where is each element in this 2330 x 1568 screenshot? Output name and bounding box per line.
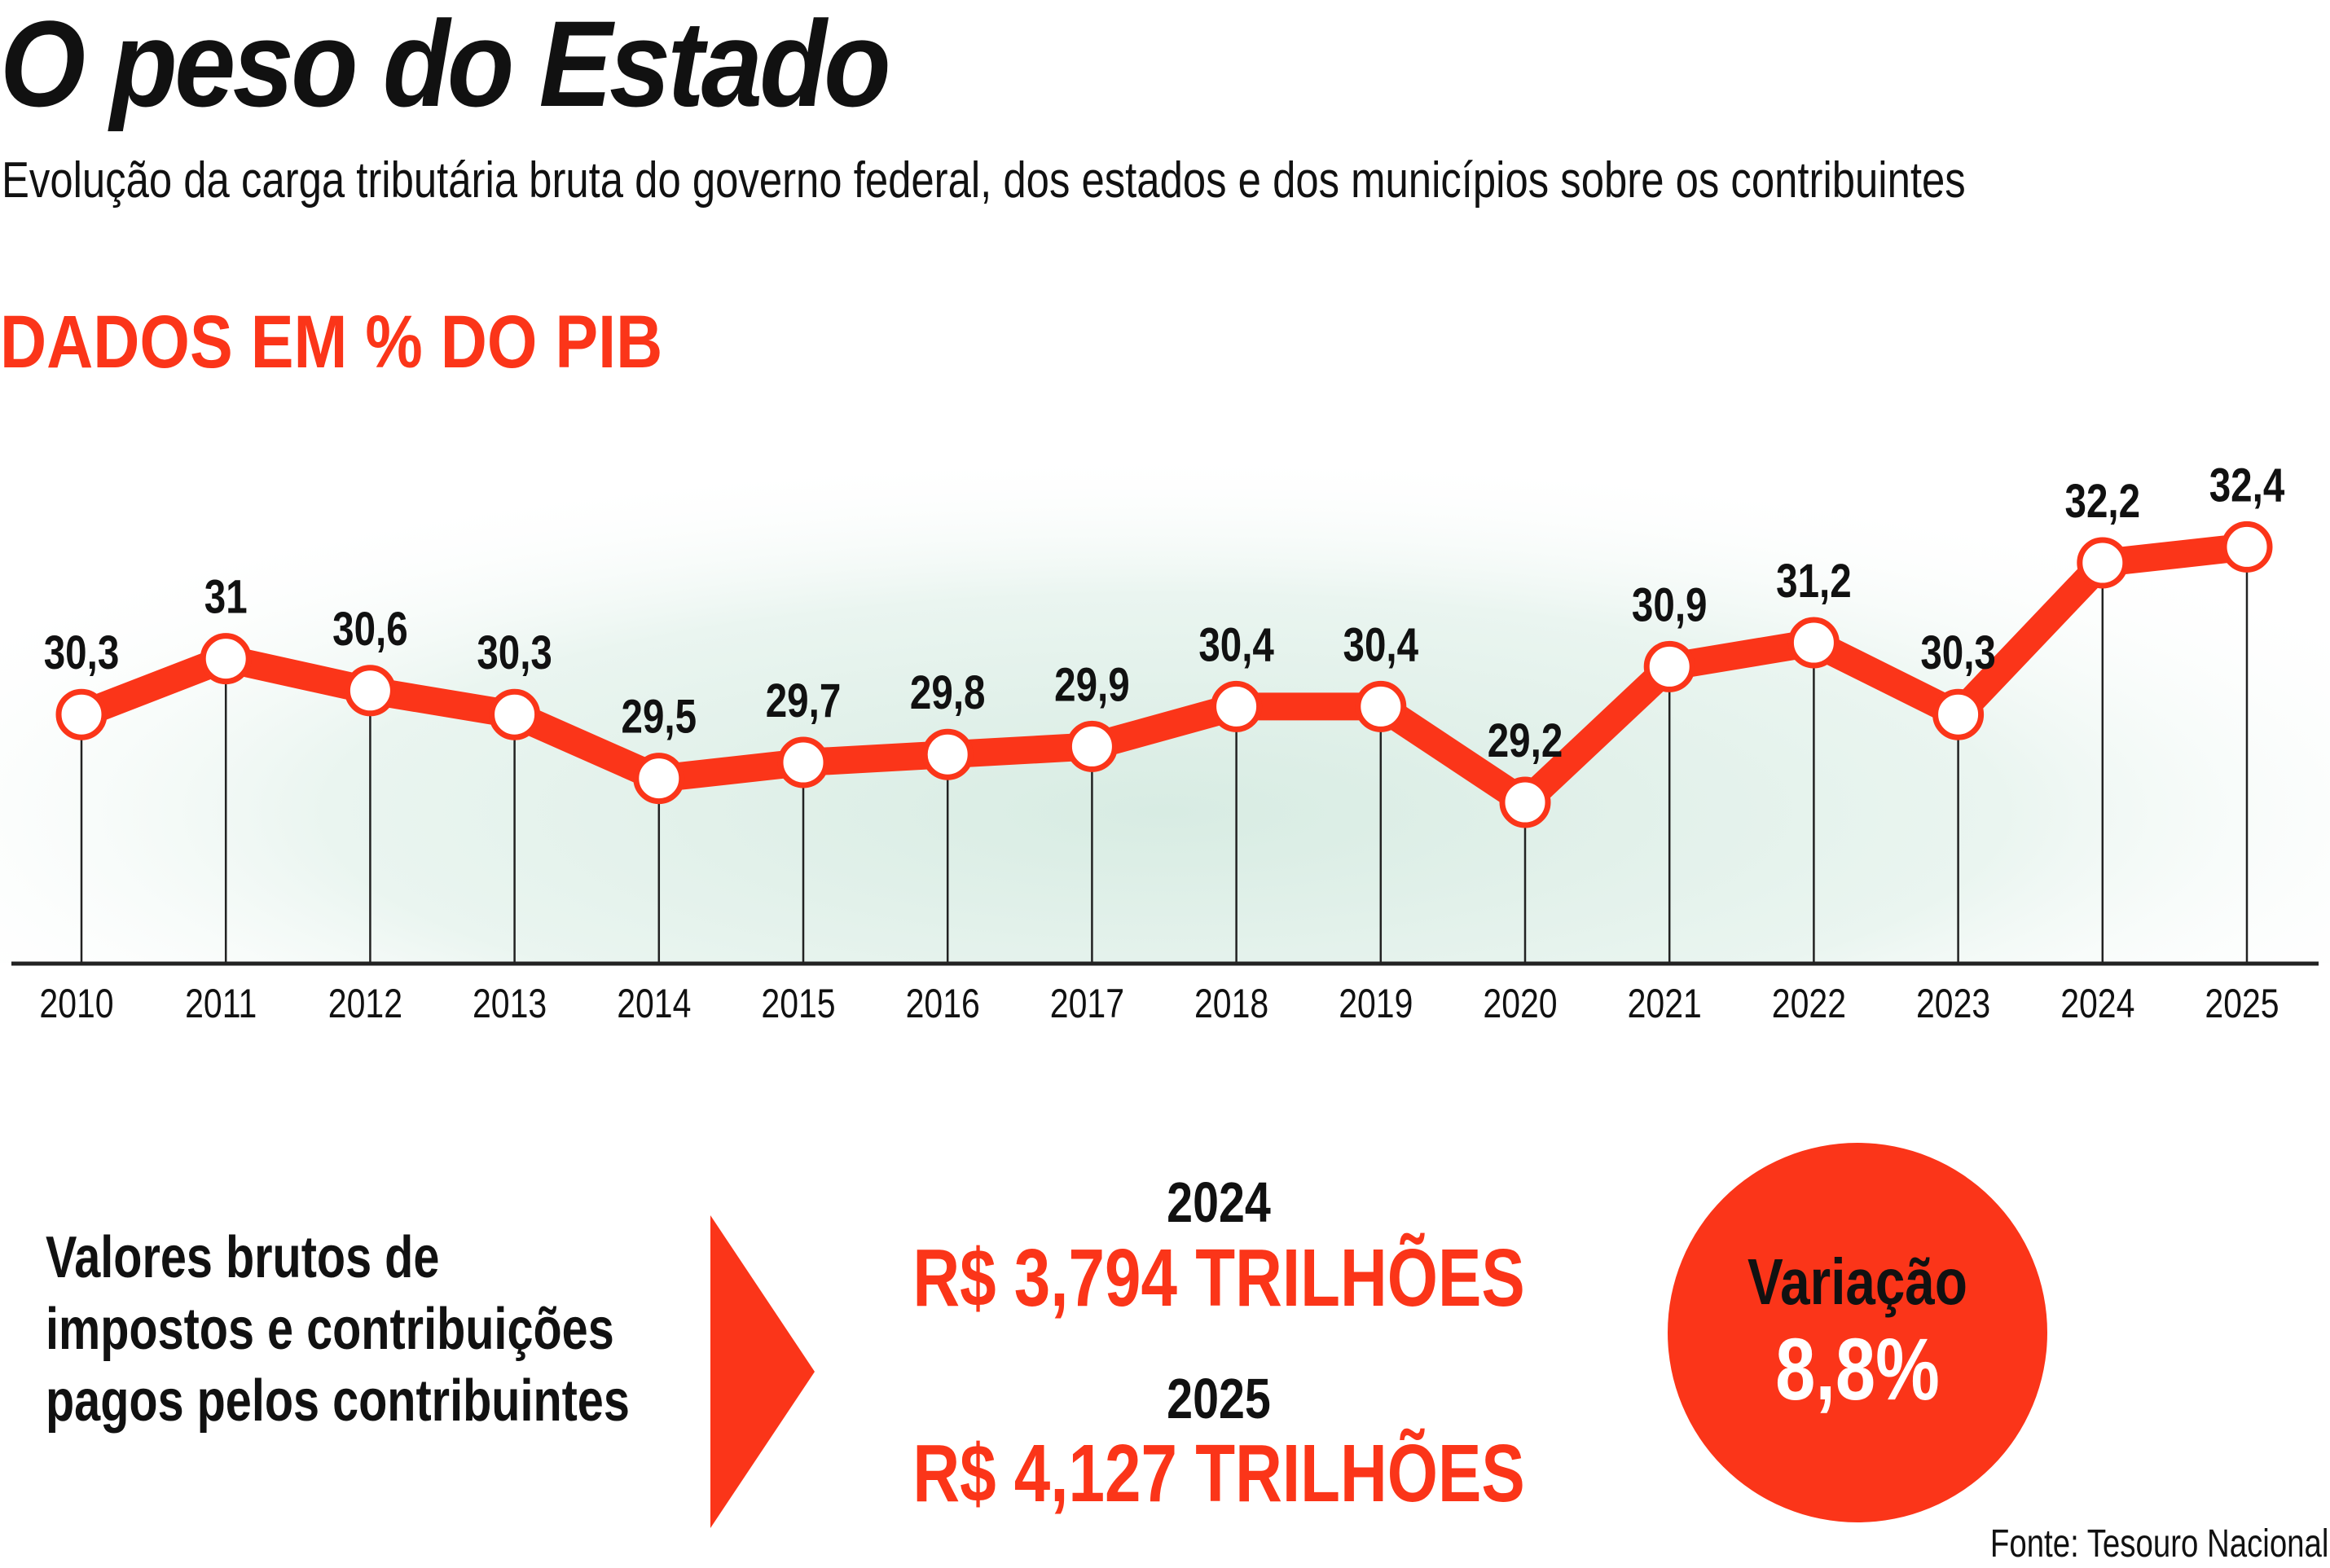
data-label: 31 (204, 571, 248, 624)
data-label: 29,8 (910, 667, 986, 720)
data-label: 30,3 (1920, 627, 1996, 680)
data-point (489, 688, 541, 740)
data-label: 30,6 (332, 603, 408, 656)
data-point (633, 753, 685, 805)
data-label: 32,4 (2209, 459, 2285, 512)
x-tick-label: 2021 (1628, 981, 1702, 1026)
data-label: 30,4 (1343, 619, 1419, 672)
data-point (1932, 688, 1985, 740)
x-tick-label: 2019 (1339, 981, 1413, 1026)
subtitle: Evolução da carga tributária bruta do go… (2, 152, 1966, 209)
variation-label: Variação (1748, 1245, 1967, 1318)
data-point (1066, 720, 1118, 772)
data-point (1787, 617, 1840, 669)
x-tick-label: 2015 (761, 981, 835, 1026)
arrow-right-icon (710, 1215, 815, 1528)
data-label: 29,5 (622, 691, 697, 744)
variation-badge (1668, 1143, 2047, 1522)
data-label: 31,2 (1776, 556, 1852, 608)
x-tick-label: 2024 (2060, 981, 2134, 1026)
chart-background (0, 358, 2330, 963)
data-label: 29,9 (1054, 659, 1130, 712)
line-chart: 30,3 31 30,6 30,3 29,5 29,7 29,8 29,9 30,4 30,4 29… (0, 358, 2330, 1026)
data-point (777, 736, 829, 788)
year-2024-label: 2024 (1167, 1171, 1271, 1234)
data-label: 32,2 (2065, 476, 2141, 529)
data-label: 30,3 (44, 627, 120, 680)
data-point (55, 688, 108, 740)
x-tick-label: 2016 (906, 981, 980, 1026)
data-point (2221, 520, 2273, 573)
x-tick-label: 2023 (1916, 981, 1990, 1026)
x-tick-label: 2010 (39, 981, 113, 1026)
x-tick-label: 2013 (473, 981, 547, 1026)
x-tick-label: 2025 (2205, 981, 2279, 1026)
data-label: 30,4 (1198, 619, 1274, 672)
x-tick-label: 2017 (1050, 981, 1124, 1026)
data-label: 30,9 (1632, 579, 1708, 632)
amount-2024: R$ 3,794 TRILHÕES (912, 1232, 1525, 1324)
data-label: 30,3 (477, 627, 552, 680)
description-line: Valores brutos de (46, 1225, 440, 1290)
data-label: 29,2 (1488, 715, 1563, 768)
data-point (344, 665, 396, 717)
x-tick-label: 2020 (1483, 981, 1557, 1026)
description-line: impostos e contribuições (46, 1297, 614, 1362)
data-point (1499, 776, 1551, 828)
summary-description: Valores brutos de impostos e contribuiçõ… (46, 1222, 630, 1437)
series-line (68, 533, 2261, 820)
source-note: Fonte: Tesouro Nacional (1989, 1522, 2328, 1566)
year-2025-label: 2025 (1167, 1367, 1271, 1430)
data-point (921, 728, 974, 780)
data-point (1643, 640, 1695, 692)
x-tick-label: 2022 (1772, 981, 1846, 1026)
data-point (1211, 680, 1263, 732)
data-label: 29,7 (766, 675, 842, 728)
x-tick-label: 2018 (1194, 981, 1268, 1026)
page-title: O peso do Estado (0, 0, 891, 132)
data-point (2077, 537, 2129, 589)
description-line: pagos pelos contribuintes (46, 1368, 630, 1434)
data-point (1355, 680, 1407, 732)
amount-2025: R$ 4,127 TRILHÕES (912, 1428, 1525, 1519)
variation-value: 8,8% (1775, 1320, 1940, 1418)
x-tick-label: 2011 (185, 981, 257, 1026)
x-tick-label: 2012 (328, 981, 402, 1026)
x-tick-label: 2014 (617, 981, 691, 1026)
data-point (200, 633, 252, 685)
